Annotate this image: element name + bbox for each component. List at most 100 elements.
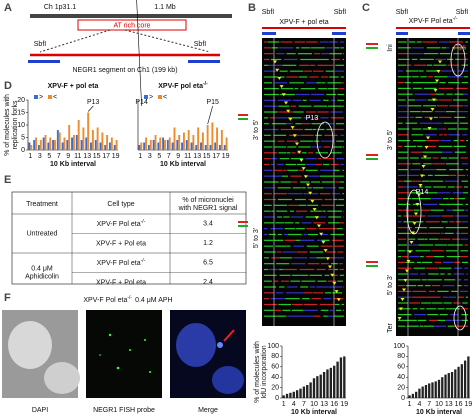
bar xyxy=(195,145,198,150)
x-tick-label: 4 xyxy=(417,401,421,408)
x-tick-label: 13 xyxy=(83,153,91,160)
annotation: P15 xyxy=(206,99,219,106)
title-text: XPV-F pol eta xyxy=(158,83,203,90)
cell-type: XPV-F Pol eta-/- xyxy=(97,258,146,267)
bar xyxy=(157,142,160,150)
bar xyxy=(463,360,467,398)
panel-label: B xyxy=(248,2,256,14)
bar xyxy=(444,374,447,398)
bar xyxy=(54,140,56,150)
cell-type: XPV-F Pol eta-/- xyxy=(97,219,146,228)
nucleus xyxy=(44,362,80,394)
fork-marker xyxy=(406,260,411,263)
bar xyxy=(61,142,64,150)
bar xyxy=(411,393,415,398)
x-tick-label: 5 xyxy=(157,153,161,160)
y-label-line: replication forks xyxy=(12,100,19,150)
x-tick-label: 17 xyxy=(212,153,220,160)
x-tick-label: 17 xyxy=(102,153,110,160)
bar xyxy=(154,135,157,150)
bar xyxy=(185,140,188,150)
table-header: Cell type xyxy=(107,201,134,208)
x-tick-label: 4 xyxy=(292,401,296,408)
bar xyxy=(42,137,45,150)
bar xyxy=(339,357,343,398)
bar xyxy=(80,140,83,150)
x-axis-label: 10 Kb interval xyxy=(291,409,337,416)
fish-dots xyxy=(99,333,151,373)
bar xyxy=(90,142,92,150)
x-tick-label: 11 xyxy=(184,153,191,160)
bar xyxy=(44,135,47,150)
fork-marker xyxy=(321,240,326,244)
legend-swatch xyxy=(48,95,52,99)
cell-value: 1.2 xyxy=(203,240,213,247)
y-tick-label: 0 xyxy=(401,395,405,402)
fork-marker xyxy=(424,146,429,149)
bar xyxy=(30,145,33,150)
y-tick-label: 100 xyxy=(393,343,405,350)
direction-label: 5' to 3' xyxy=(253,228,260,248)
probe-bar xyxy=(262,32,276,35)
bar xyxy=(140,142,143,150)
bar xyxy=(77,120,80,150)
nucleus xyxy=(212,366,244,394)
bar xyxy=(216,127,219,150)
panel-title: XPV-F Pol eta-/- 0.4 μM APH xyxy=(83,295,172,304)
bar xyxy=(326,369,329,398)
site-label: SbfI xyxy=(456,9,469,16)
bar xyxy=(204,145,207,150)
fork-marker xyxy=(273,60,277,64)
annotation-arrow xyxy=(136,0,142,107)
bar xyxy=(82,127,85,150)
table-header: with NEGR1 signal xyxy=(178,205,238,212)
annotation: P14 xyxy=(135,99,148,106)
bar xyxy=(421,386,424,398)
fork-marker xyxy=(402,288,406,292)
cell-text: XPV-F Pol eta xyxy=(97,221,141,228)
bar xyxy=(282,395,285,398)
bar xyxy=(457,366,460,398)
bar xyxy=(73,135,75,150)
bar xyxy=(176,140,179,150)
bar xyxy=(467,356,470,398)
fork-marker xyxy=(400,298,405,301)
bar xyxy=(211,122,214,150)
bar xyxy=(173,127,176,150)
bar xyxy=(149,140,152,150)
y-tick-label: 40 xyxy=(397,374,405,381)
y-tick-label: 10 xyxy=(17,122,25,129)
y-tick-label: 20 xyxy=(397,384,405,391)
y-tick-label: 20 xyxy=(271,384,279,391)
y-tick-label: 80 xyxy=(397,353,405,360)
y-tick-label: 40 xyxy=(271,374,279,381)
bar xyxy=(138,145,141,150)
treatment: Untreated xyxy=(27,230,58,237)
nucleus xyxy=(8,321,52,369)
fork-marker xyxy=(438,60,442,64)
bar xyxy=(200,142,202,150)
cell-value: 3.4 xyxy=(203,221,213,228)
bar xyxy=(99,142,102,150)
bar xyxy=(49,137,52,150)
bar xyxy=(454,369,457,398)
bar xyxy=(56,130,59,150)
chromosome-label: Ch 1p31.1 xyxy=(44,4,76,11)
y-tick-label: 60 xyxy=(397,364,405,371)
chart-title: XPV-F + pol eta xyxy=(48,83,99,90)
probe-bar xyxy=(396,32,408,35)
x-tick-label: 19 xyxy=(112,153,120,160)
probe-bar xyxy=(28,60,60,63)
bar xyxy=(441,377,444,398)
bar xyxy=(164,140,166,150)
panel-label: E xyxy=(4,174,11,186)
fork-marker xyxy=(279,85,284,89)
core-label: AT rich core xyxy=(113,22,150,29)
peak-label: P14 xyxy=(416,189,429,196)
image-fish xyxy=(86,310,162,398)
fork-marker xyxy=(303,175,308,179)
bar xyxy=(106,135,109,150)
fork-marker xyxy=(284,101,288,105)
bar xyxy=(201,132,204,150)
